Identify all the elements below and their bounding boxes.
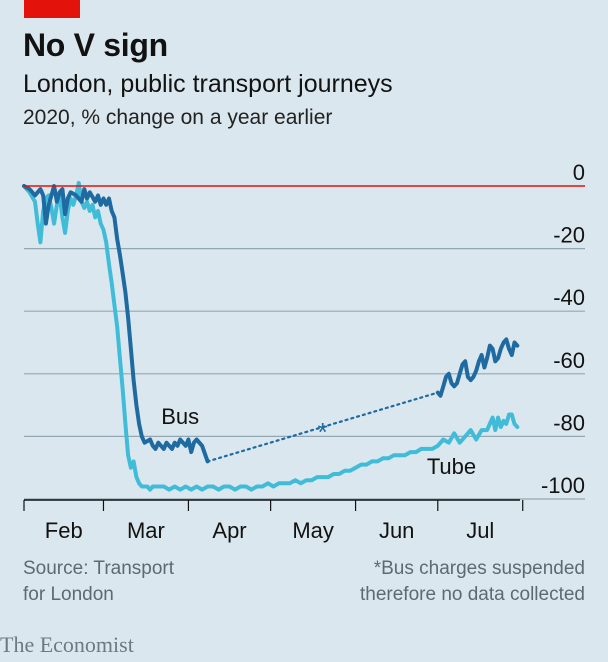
x-tick-label-may: May (292, 518, 334, 543)
grid-lines (24, 248, 585, 500)
y-tick-label-0: 0 (573, 160, 585, 185)
y-tick-label-3: -60 (553, 348, 585, 373)
chart-title: No V sign (23, 27, 168, 63)
brand-wordmark: The Economist (0, 632, 134, 657)
footnote-line-1: *Bus charges suspended (373, 558, 585, 579)
y-tick-labels: 0 -20 -40 -60 -80 -100 (541, 160, 585, 498)
bus-line-resumed (435, 337, 520, 398)
y-tick-label-4: -80 (553, 410, 585, 435)
x-axis: Feb Mar Apr May Jun Jul (23, 499, 524, 543)
series-lines (22, 180, 585, 492)
x-tick-label-mar: Mar (127, 518, 165, 543)
chart-subtitle: London, public transport journeys (23, 70, 393, 98)
bus-line (22, 184, 210, 464)
y-tick-label-5: -100 (541, 473, 585, 498)
source-note: Source: Transport for London (23, 556, 263, 608)
y-tick-label-2: -40 (553, 285, 585, 310)
x-tick-label-feb: Feb (45, 518, 83, 543)
y-tick-label-1: -20 (553, 223, 585, 248)
x-tick-label-apr: Apr (212, 518, 246, 543)
line-chart: 0 -20 -40 -60 -80 -100 Feb Mar Apr May Jun Jul Bus… (22, 160, 585, 543)
x-tick-label-jun: Jun (379, 518, 414, 543)
bus-label: Bus (161, 404, 199, 429)
tube-label: Tube (427, 454, 476, 479)
bus-gap-dotted (206, 391, 439, 463)
source-line-1: Source: Transport (23, 558, 175, 579)
brand-red-tab (24, 0, 80, 18)
x-tick-label-jul: Jul (466, 518, 494, 543)
gap-asterisk: * (318, 417, 328, 447)
source-line-2: for London (23, 584, 114, 605)
footnote-line-2: therefore no data collected (360, 584, 585, 605)
footnote: *Bus charges suspended therefore no data… (285, 556, 585, 608)
chart-caption: 2020, % change on a year earlier (23, 106, 333, 129)
series-labels: Bus Tube * (161, 404, 476, 479)
